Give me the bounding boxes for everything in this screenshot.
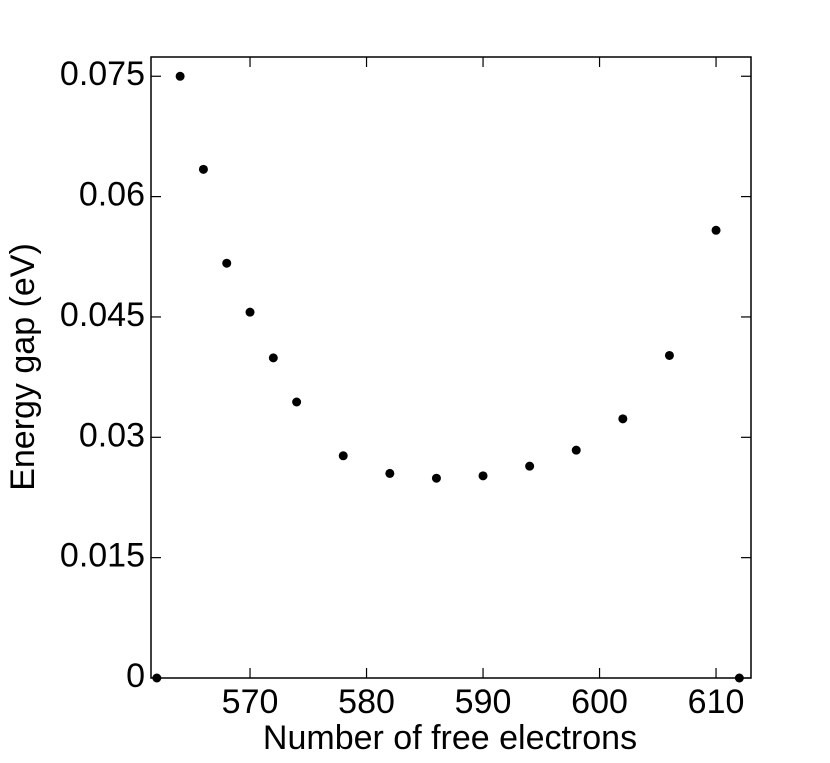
y-tick-label: 0.03 <box>79 416 145 454</box>
y-tick-label: 0.06 <box>79 176 145 214</box>
data-point <box>175 71 185 81</box>
y-tick-label: 0.045 <box>60 296 145 334</box>
data-point <box>664 350 674 360</box>
data-point <box>338 451 348 461</box>
data-point <box>245 307 255 317</box>
y-tick-label: 0.075 <box>60 55 145 93</box>
x-tick-label: 610 <box>688 683 745 721</box>
y-tick-label: 0.015 <box>60 537 145 575</box>
data-point <box>385 468 395 478</box>
data-point <box>268 353 278 363</box>
data-point <box>478 471 488 481</box>
x-tick-label: 590 <box>455 683 512 721</box>
x-tick-label: 580 <box>338 683 395 721</box>
data-point <box>152 673 162 683</box>
data-point <box>222 258 232 268</box>
data-point <box>618 414 628 424</box>
data-point <box>431 473 441 483</box>
data-point <box>525 461 535 471</box>
data-point <box>292 397 302 407</box>
data-point <box>198 164 208 174</box>
x-tick-label: 600 <box>571 683 628 721</box>
data-point <box>734 673 744 683</box>
data-point <box>711 225 721 235</box>
y-axis-label: Energy gap (eV) <box>4 243 42 491</box>
y-tick-label: 0 <box>126 657 145 695</box>
x-axis-label: Number of free electrons <box>263 719 637 757</box>
x-tick-label: 570 <box>222 683 279 721</box>
data-point <box>571 445 581 455</box>
plot-frame <box>150 56 752 679</box>
